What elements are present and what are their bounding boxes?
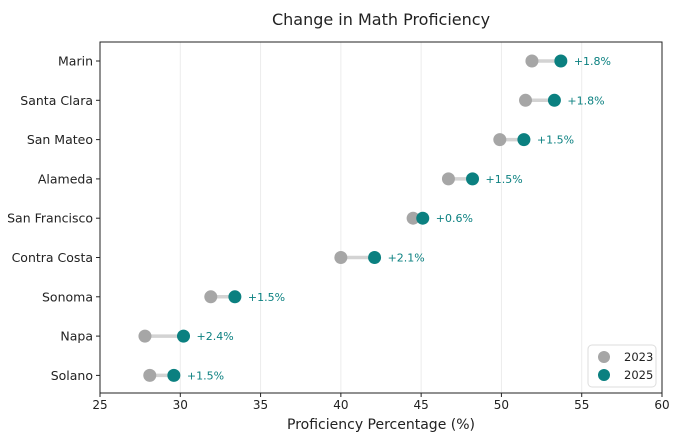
point-2025	[176, 329, 190, 343]
legend: 2023 2025	[587, 344, 657, 388]
point-2025	[554, 54, 568, 68]
point-2023	[406, 211, 420, 225]
point-2023	[519, 93, 533, 107]
data-rows: +1.8% +1.8% +1.5% +1.5% +0.6% +2.1% +1.5% +2.4%…	[138, 54, 611, 382]
category-label: San Mateo	[27, 132, 93, 147]
delta-label: +1.5%	[248, 291, 285, 304]
legend-label-2025: 2025	[624, 368, 653, 382]
plot-frame	[99, 41, 663, 394]
row-santa-clara: +1.8%	[519, 93, 605, 107]
delta-label: +1.5%	[187, 369, 224, 382]
category-label: San Francisco	[7, 211, 93, 226]
point-2023	[525, 54, 539, 68]
x-tick-label: 45	[414, 398, 429, 412]
delta-label: +1.5%	[537, 134, 574, 147]
point-2023	[143, 368, 157, 382]
category-label: Santa Clara	[20, 93, 93, 108]
row-san-mateo: +1.5%	[493, 133, 574, 147]
category-label: Marin	[58, 54, 93, 69]
row-marin: +1.8%	[525, 54, 611, 68]
point-2023	[138, 329, 152, 343]
x-tick-label: 50	[494, 398, 509, 412]
x-tick-label: 35	[253, 398, 268, 412]
legend-marker-2025	[598, 369, 610, 381]
row-alameda: +1.5%	[441, 172, 523, 186]
y-axis-categories: Marin Santa Clara San Mateo Alameda San Fran…	[7, 54, 100, 383]
grid	[179, 42, 583, 393]
category-label: Solano	[51, 368, 93, 383]
x-tick-label: 30	[173, 398, 188, 412]
category-label: Napa	[60, 329, 93, 344]
legend-label-2023: 2023	[624, 350, 653, 364]
point-2023	[493, 133, 507, 147]
delta-label: +1.8%	[567, 94, 604, 107]
delta-label: +2.4%	[196, 330, 233, 343]
row-san-francisco: +0.6%	[406, 211, 473, 225]
delta-label: +1.8%	[574, 55, 611, 68]
x-tick-label: 40	[333, 398, 348, 412]
category-label: Alameda	[38, 171, 93, 186]
x-tick-label: 60	[654, 398, 669, 412]
x-axis-ticks: 25 30 35 40 45 50 55 60	[92, 393, 670, 412]
point-2023	[204, 290, 218, 304]
x-tick-label: 55	[574, 398, 589, 412]
x-axis-label: Proficiency Percentage (%)	[287, 417, 475, 433]
point-2025	[416, 211, 430, 225]
delta-label: +1.5%	[486, 173, 523, 186]
category-label: Sonoma	[42, 289, 93, 304]
chart-title: Change in Math Proficiency	[272, 10, 490, 29]
row-solano: +1.5%	[143, 368, 224, 382]
delta-label: +2.1%	[388, 252, 425, 265]
point-2025	[547, 93, 561, 107]
point-2023	[334, 251, 348, 264]
point-2025	[517, 133, 531, 147]
legend-marker-2023	[598, 351, 610, 363]
category-label: Contra Costa	[12, 250, 93, 265]
x-tick-label: 25	[92, 398, 107, 412]
point-2025	[228, 290, 242, 304]
delta-label: +0.6%	[436, 212, 473, 225]
row-napa: +2.4%	[138, 329, 234, 343]
point-2025	[167, 368, 181, 382]
row-sonoma: +1.5%	[204, 290, 285, 304]
point-2023	[441, 172, 455, 186]
row-contra-costa: +2.1%	[334, 251, 425, 265]
point-2025	[368, 251, 382, 264]
point-2025	[466, 172, 480, 186]
